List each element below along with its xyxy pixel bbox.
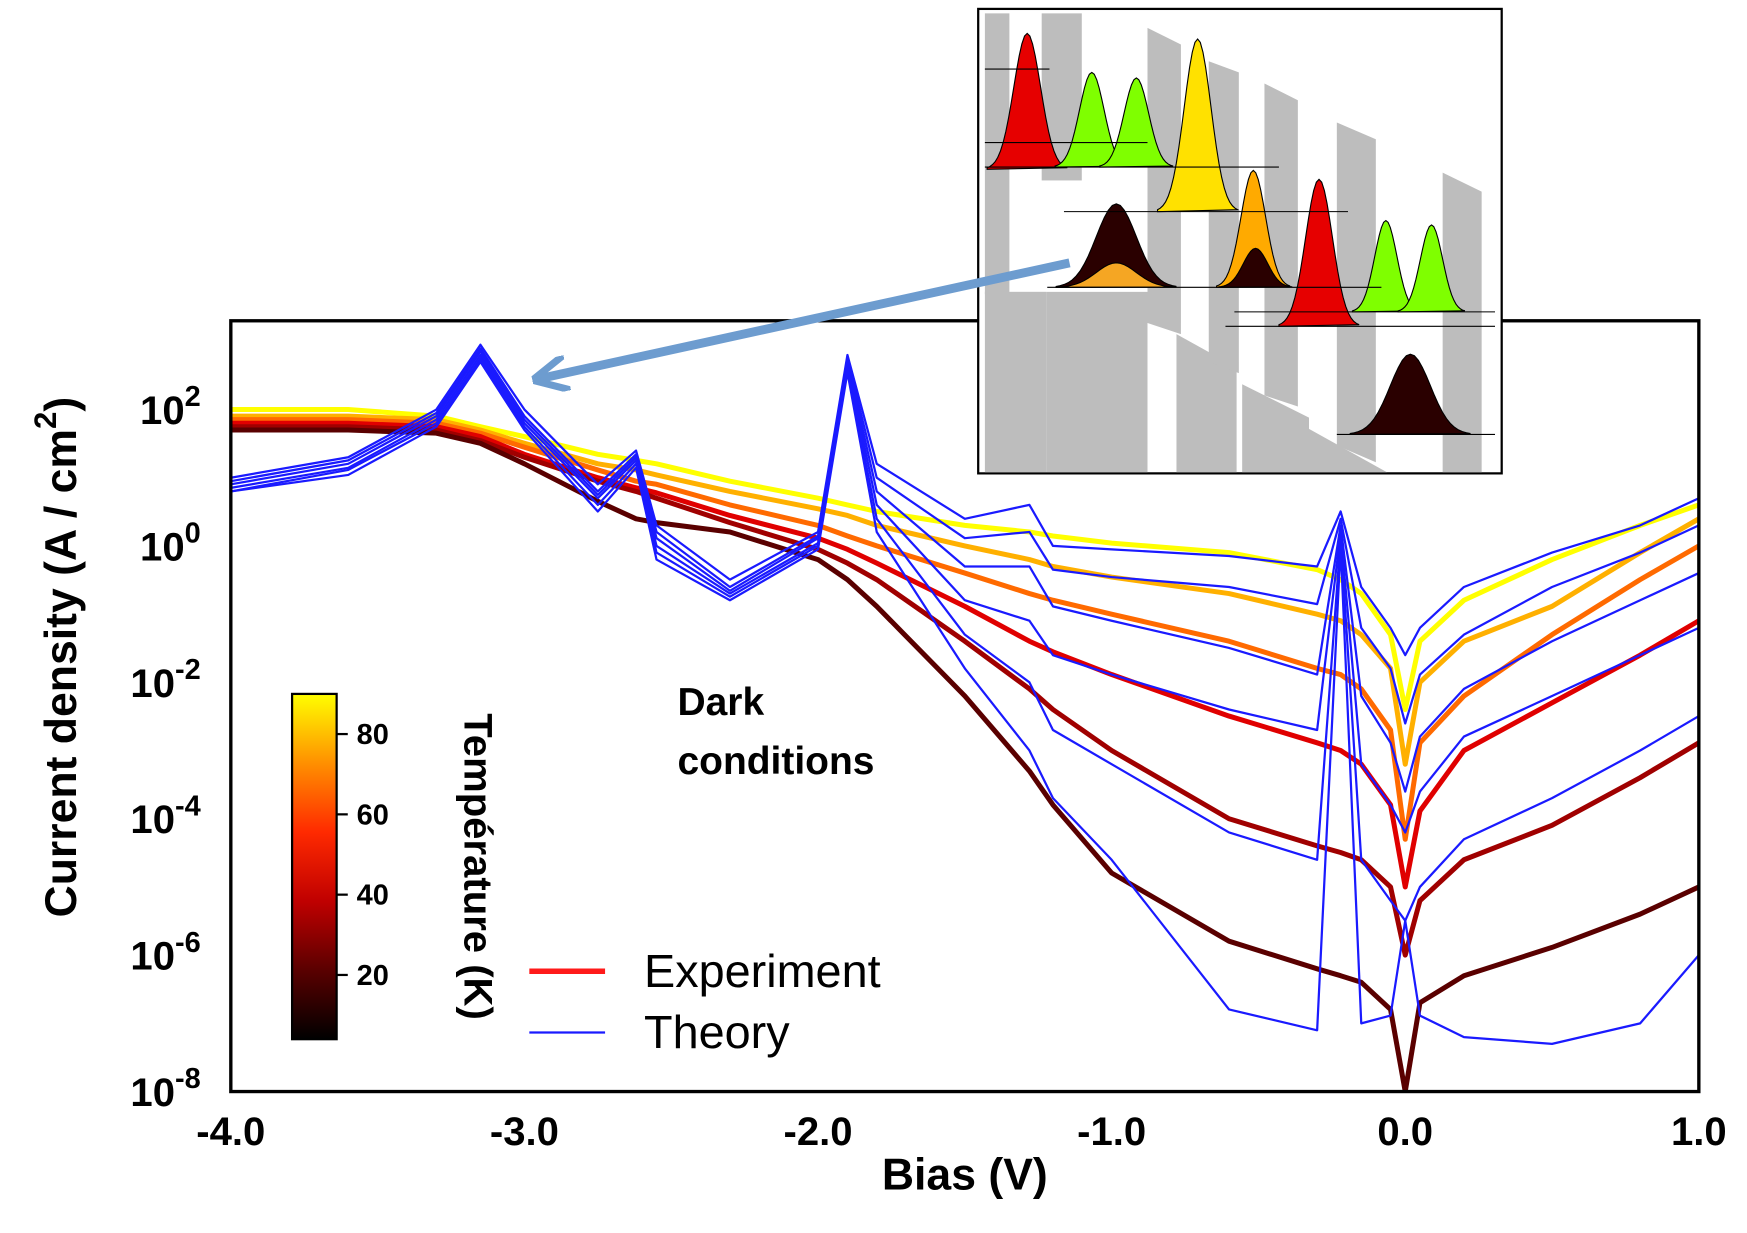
x-axis-label: Bias (V) bbox=[882, 1151, 1048, 1200]
theory-curve bbox=[230, 357, 1699, 922]
x-tick-label: -1.0 bbox=[1077, 1110, 1146, 1154]
levels bbox=[984, 68, 1496, 435]
legend: Experiment Theory bbox=[529, 945, 881, 1058]
y-tick-exponent: 0 bbox=[185, 518, 201, 550]
y-tick-base: 10 bbox=[140, 389, 185, 433]
y-tick-base: 10 bbox=[130, 662, 175, 706]
legend-label: Theory bbox=[644, 1006, 790, 1058]
annotation: Dark bbox=[677, 681, 764, 724]
y-tick-base: 10 bbox=[130, 798, 175, 842]
y-axis-label: Current density (A / cm2) bbox=[28, 397, 86, 918]
experiment-curve bbox=[230, 427, 1699, 1092]
y-tick-label: 10-2 bbox=[130, 654, 200, 706]
annotation: conditions bbox=[677, 740, 874, 783]
y-tick-label: 102 bbox=[140, 381, 201, 433]
y-tick-base: 10 bbox=[140, 525, 185, 569]
wavefunction bbox=[986, 32, 1068, 170]
wavefunction bbox=[1218, 247, 1293, 288]
wavefunctions bbox=[986, 32, 1471, 435]
y-tick-exponent: -6 bbox=[175, 927, 201, 959]
y-axis-label-end: ) bbox=[37, 397, 86, 412]
theory-curve bbox=[230, 353, 1699, 834]
colorbar-tick-label: 80 bbox=[357, 719, 389, 751]
y-tick-label: 100 bbox=[140, 518, 201, 570]
theory-curve bbox=[230, 360, 1699, 1045]
colorbar-tick-label: 40 bbox=[357, 880, 389, 912]
x-tick-label: -3.0 bbox=[490, 1110, 559, 1154]
y-axis-label-text: Current density (A / cm bbox=[37, 429, 86, 917]
y-tick-base: 10 bbox=[130, 1071, 175, 1115]
band-barriers bbox=[984, 13, 1482, 473]
theory-curve bbox=[230, 347, 1699, 725]
wavefunction bbox=[1397, 224, 1466, 313]
wavefunction bbox=[1156, 38, 1240, 213]
experiment-curve bbox=[230, 417, 1699, 842]
colorbar-label: Température (K) bbox=[456, 713, 500, 1020]
curves bbox=[230, 343, 1699, 1092]
y-tick-label: 10-4 bbox=[130, 790, 200, 842]
x-tick-label: -2.0 bbox=[784, 1110, 853, 1154]
experiment-curve bbox=[230, 420, 1699, 890]
x-tick-label: -4.0 bbox=[196, 1110, 265, 1154]
wavefunction bbox=[1099, 77, 1174, 168]
y-tick-base: 10 bbox=[130, 935, 175, 979]
x-tick-label: 0.0 bbox=[1377, 1110, 1433, 1154]
x-tick-label: 1.0 bbox=[1671, 1110, 1727, 1154]
y-tick-exponent: 2 bbox=[185, 381, 201, 413]
colorbar-scale bbox=[290, 692, 338, 1041]
plot-frame bbox=[229, 319, 1701, 1094]
y-tick-label: 10-6 bbox=[130, 927, 200, 979]
wavefunction bbox=[1349, 353, 1471, 435]
y-tick-exponent: -4 bbox=[175, 790, 201, 822]
y-tick-exponent: -8 bbox=[175, 1063, 201, 1095]
wavefunction bbox=[1216, 169, 1291, 288]
inset-diagram bbox=[977, 7, 1503, 475]
theory-curve bbox=[230, 350, 1699, 793]
wavefunction bbox=[1055, 203, 1177, 288]
arrow bbox=[539, 258, 1071, 379]
experiment-curve bbox=[230, 424, 1699, 958]
wavefunction bbox=[1055, 262, 1177, 288]
colorbar-tick-label: 60 bbox=[357, 799, 389, 831]
colorbar: 20 40 60 80 Température (K) bbox=[290, 692, 500, 1041]
y-tick-label: 10-8 bbox=[130, 1063, 200, 1115]
y-axis-label-sup: 2 bbox=[28, 412, 63, 429]
y-tick-exponent: -2 bbox=[175, 654, 201, 686]
wavefunction bbox=[1278, 178, 1360, 327]
experiment-curve bbox=[230, 413, 1699, 767]
legend-label: Experiment bbox=[644, 945, 881, 997]
theory-curve bbox=[230, 343, 1699, 657]
colorbar-tick-label: 20 bbox=[357, 960, 389, 992]
